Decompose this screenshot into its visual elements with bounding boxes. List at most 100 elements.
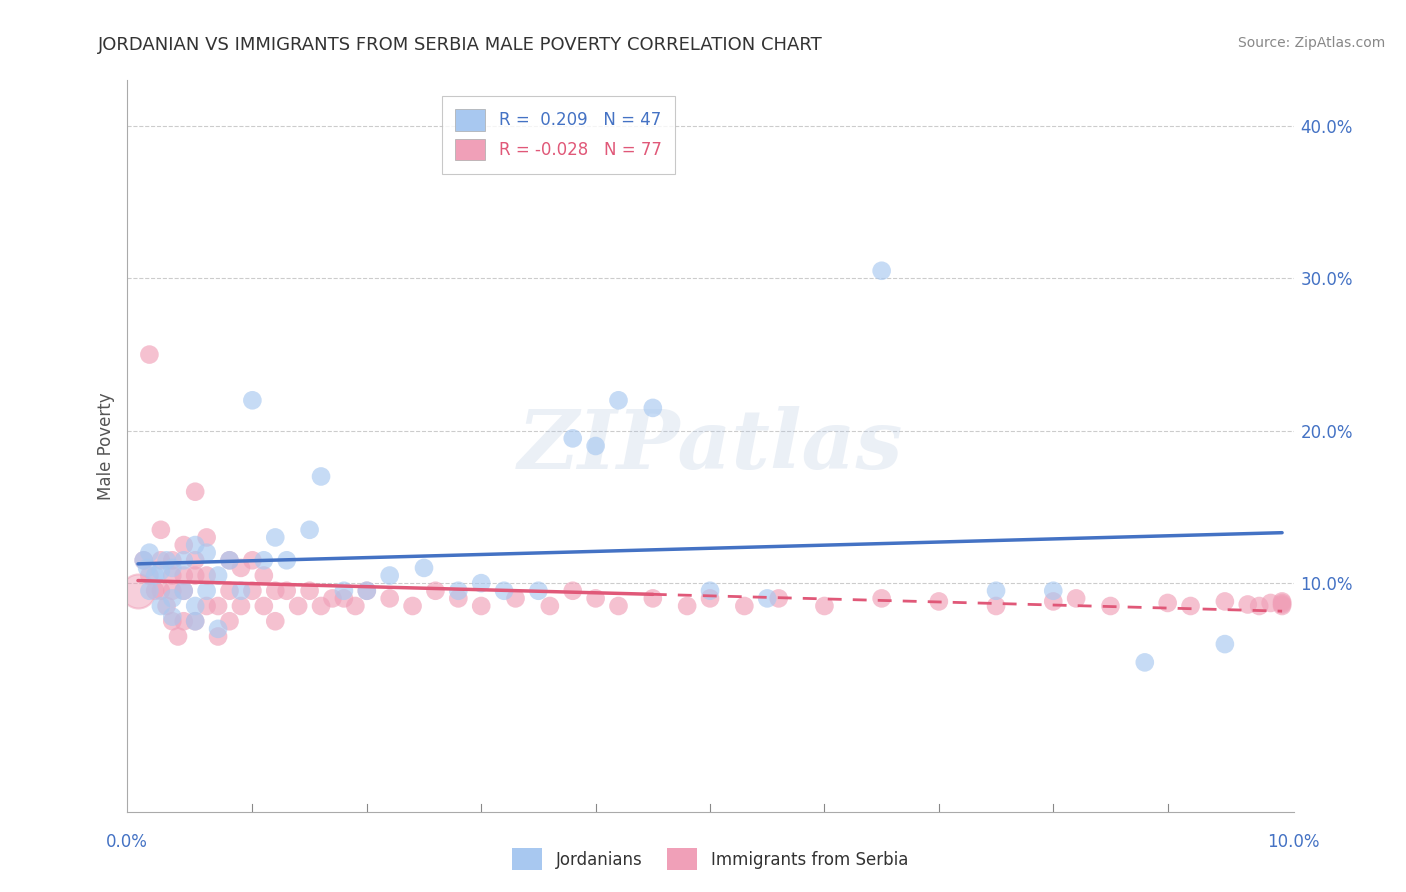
Point	[1271, 594, 1294, 608]
Point	[138, 568, 160, 582]
Point	[162, 609, 184, 624]
Point	[309, 599, 332, 613]
Point	[1042, 583, 1064, 598]
Point	[984, 583, 1007, 598]
Point	[132, 553, 155, 567]
Point	[173, 553, 195, 567]
Point	[356, 583, 378, 598]
Point	[287, 599, 309, 613]
Point	[333, 591, 356, 606]
Point	[149, 553, 172, 567]
Point	[928, 594, 950, 608]
Point	[1180, 599, 1202, 613]
Point	[195, 546, 218, 560]
Point	[641, 591, 664, 606]
Point	[229, 561, 252, 575]
Point	[676, 599, 699, 613]
Point	[1213, 637, 1236, 651]
Point	[195, 599, 218, 613]
Point	[1213, 594, 1236, 608]
Point	[253, 568, 276, 582]
Point	[138, 546, 160, 560]
Point	[333, 583, 356, 598]
Point	[195, 530, 218, 544]
Point	[527, 583, 550, 598]
Point	[207, 599, 229, 613]
Point	[218, 583, 240, 598]
Point	[155, 599, 177, 613]
Point	[229, 599, 252, 613]
Point	[1042, 594, 1064, 608]
Point	[607, 599, 630, 613]
Point	[132, 553, 155, 567]
Point	[309, 469, 332, 483]
Point	[264, 530, 287, 544]
Text: 0.0%: 0.0%	[105, 833, 148, 851]
Point	[1271, 598, 1294, 612]
Point	[413, 561, 436, 575]
Point	[870, 264, 893, 278]
Point	[378, 568, 401, 582]
Point	[699, 591, 721, 606]
Point	[276, 553, 298, 567]
Point	[127, 583, 149, 598]
Point	[356, 583, 378, 598]
Point	[470, 599, 492, 613]
Point	[184, 614, 207, 628]
Point	[253, 599, 276, 613]
Point	[321, 591, 343, 606]
Point	[162, 561, 184, 575]
Point	[1133, 656, 1156, 670]
Point	[264, 583, 287, 598]
Point	[1260, 596, 1282, 610]
Point	[173, 583, 195, 598]
Point	[276, 583, 298, 598]
Point	[538, 599, 561, 613]
Point	[1156, 596, 1178, 610]
Point	[733, 599, 755, 613]
Point	[1064, 591, 1087, 606]
Point	[1271, 599, 1294, 613]
Point	[1271, 596, 1294, 610]
Point	[207, 630, 229, 644]
Point	[242, 583, 264, 598]
Point	[494, 583, 516, 598]
Point	[173, 568, 195, 582]
Point	[143, 568, 166, 582]
Point	[401, 599, 423, 613]
Point	[149, 599, 172, 613]
Point	[162, 568, 184, 582]
Point	[184, 553, 207, 567]
Point	[136, 561, 159, 575]
Point	[813, 599, 835, 613]
Point	[447, 583, 470, 598]
Text: ZIPatlas: ZIPatlas	[517, 406, 903, 486]
Point	[641, 401, 664, 415]
Point	[585, 439, 607, 453]
Point	[1099, 599, 1122, 613]
Y-axis label: Male Poverty: Male Poverty	[97, 392, 115, 500]
Point	[264, 614, 287, 628]
Point	[155, 553, 177, 567]
Point	[1236, 598, 1258, 612]
Point	[162, 553, 184, 567]
Point	[162, 583, 184, 598]
Point	[242, 553, 264, 567]
Point	[184, 568, 207, 582]
Text: JORDANIAN VS IMMIGRANTS FROM SERBIA MALE POVERTY CORRELATION CHART: JORDANIAN VS IMMIGRANTS FROM SERBIA MALE…	[98, 36, 823, 54]
Point	[561, 431, 583, 445]
Text: 10.0%: 10.0%	[1267, 833, 1320, 851]
Point	[253, 553, 276, 567]
Point	[768, 591, 790, 606]
Point	[173, 538, 195, 552]
Point	[143, 583, 166, 598]
Point	[184, 538, 207, 552]
Point	[149, 564, 172, 578]
Point	[1249, 599, 1271, 613]
Point	[184, 484, 207, 499]
Point	[195, 568, 218, 582]
Point	[378, 591, 401, 606]
Point	[756, 591, 779, 606]
Point	[218, 553, 240, 567]
Point	[425, 583, 447, 598]
